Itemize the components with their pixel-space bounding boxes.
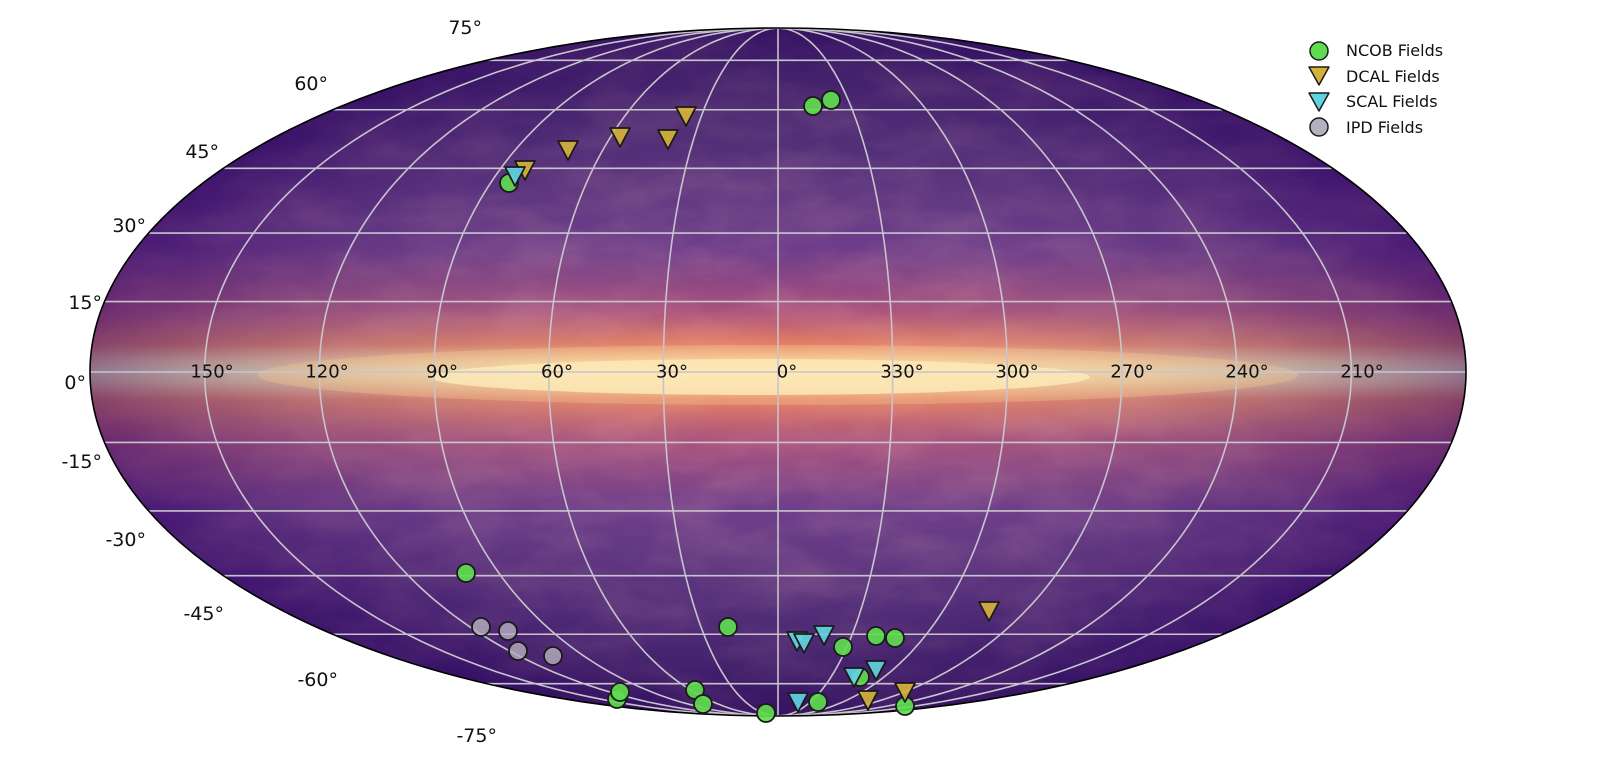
longitude-label: 60°	[541, 361, 573, 383]
scal-fields-marker	[843, 667, 865, 688]
latitude-label: 75°	[448, 17, 482, 39]
ncob-fields-marker	[610, 682, 630, 702]
legend: NCOB Fields DCAL Fields SCAL Fields IPD …	[1306, 38, 1443, 140]
scal-fields-marker	[813, 625, 835, 646]
ncob-fields-marker	[693, 694, 713, 714]
scal-fields-marker	[865, 660, 887, 681]
meridian-line	[433, 28, 779, 716]
longitude-label: 150°	[190, 361, 234, 383]
ncob-fields-marker	[718, 617, 738, 637]
field-markers	[456, 90, 1000, 723]
longitude-label: 300°	[995, 361, 1039, 383]
meridian-line	[777, 28, 1009, 716]
graticule	[90, 28, 1466, 716]
ncob-fields-marker	[803, 96, 823, 116]
legend-label: NCOB Fields	[1346, 41, 1444, 61]
latitude-label: -75°	[456, 725, 497, 747]
latitude-label: 60°	[294, 73, 328, 95]
legend-item-dcal: DCAL Fields	[1306, 64, 1443, 90]
scal-fields-marker	[787, 692, 809, 713]
latitude-label: 0°	[64, 372, 86, 394]
dcal-fields-marker	[657, 129, 679, 150]
legend-item-scal: SCAL Fields	[1306, 89, 1443, 115]
latitude-label: 15°	[68, 292, 102, 314]
ncob-fields-marker	[808, 692, 828, 712]
ncob-fields-marker	[866, 626, 886, 646]
longitude-label: 330°	[880, 361, 924, 383]
longitude-label: 210°	[1340, 361, 1384, 383]
ncob-fields-marker	[456, 563, 476, 583]
dcal-fields-marker	[609, 127, 631, 148]
legend-item-ncob: NCOB Fields	[1306, 38, 1443, 64]
dcal-fields-marker	[894, 682, 916, 703]
meridian-line	[777, 28, 1238, 716]
longitude-label: 30°	[656, 361, 688, 383]
green-circle-icon	[1309, 41, 1329, 61]
ipd-fields-marker	[508, 641, 528, 661]
latitude-label: -45°	[183, 603, 224, 625]
dcal-fields-marker	[978, 601, 1000, 622]
meridian-line	[777, 28, 1123, 716]
legend-label: IPD Fields	[1346, 117, 1424, 137]
meridian-line	[662, 28, 779, 716]
ncob-fields-marker	[885, 628, 905, 648]
scal-fields-marker	[504, 166, 526, 187]
dcal-fields-marker	[857, 690, 879, 711]
latitude-label: -30°	[105, 529, 146, 551]
longitude-label: 120°	[305, 361, 349, 383]
legend-label: SCAL Fields	[1346, 92, 1438, 112]
meridian-line	[203, 28, 779, 716]
dcal-fields-marker	[675, 106, 697, 127]
longitude-label: 270°	[1110, 361, 1154, 383]
longitude-label: 90°	[426, 361, 458, 383]
latitude-label: -15°	[61, 451, 102, 473]
legend-item-ipd: IPD Fields	[1306, 115, 1443, 141]
ncob-fields-marker	[833, 637, 853, 657]
longitude-label: 240°	[1225, 361, 1269, 383]
legend-label: DCAL Fields	[1346, 66, 1440, 86]
latitude-label: 30°	[112, 215, 146, 237]
latitude-label: -60°	[297, 669, 338, 691]
ipd-fields-marker	[498, 621, 518, 641]
meridian-line	[777, 28, 1353, 716]
meridian-line	[547, 28, 779, 716]
grey-circle-icon	[1309, 117, 1329, 137]
map-outline	[89, 27, 1467, 717]
sky-background	[90, 28, 1466, 716]
ipd-fields-marker	[471, 617, 491, 637]
scal-fields-marker	[793, 633, 815, 654]
cyan-triangle-down-icon	[1308, 92, 1330, 112]
ncob-fields-marker	[821, 90, 841, 110]
dcal-fields-marker	[557, 140, 579, 161]
meridian-line	[777, 28, 894, 716]
gold-triangle-down-icon	[1308, 66, 1330, 86]
longitude-label: 0°	[776, 361, 798, 383]
latitude-label: 45°	[185, 141, 219, 163]
ncob-fields-marker	[756, 703, 776, 723]
ipd-fields-marker	[543, 646, 563, 666]
